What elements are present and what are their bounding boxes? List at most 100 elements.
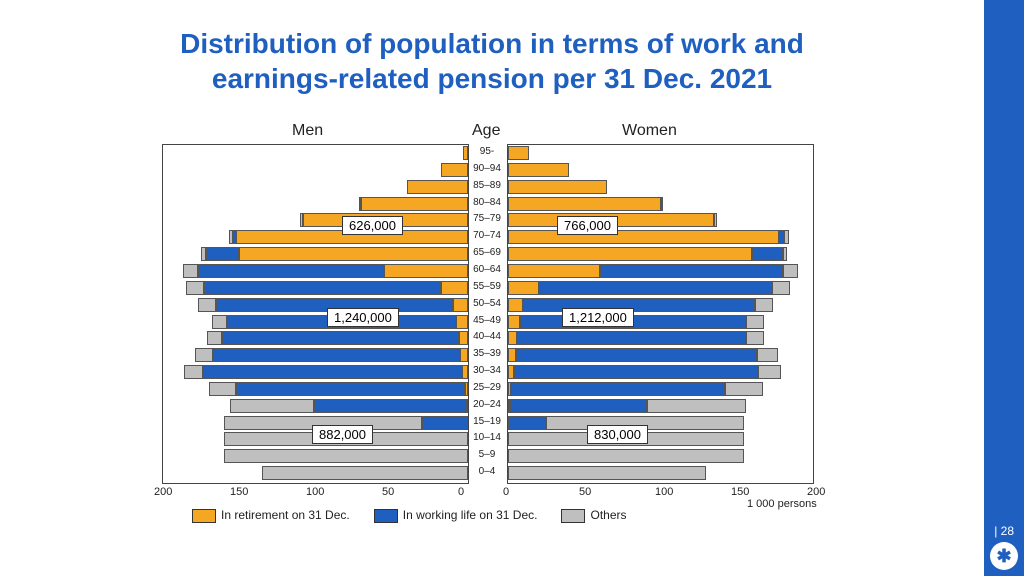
bar-row <box>186 281 468 295</box>
bar-row <box>508 315 764 329</box>
age-label-row: 95- <box>467 147 507 157</box>
xtick: 100 <box>655 486 673 498</box>
bar-row <box>508 466 706 480</box>
bar-row <box>508 163 569 177</box>
segment-w <box>198 264 384 278</box>
age-label-row: 60–64 <box>467 265 507 275</box>
xtick: 0 <box>458 486 464 498</box>
segment-r <box>508 163 569 177</box>
segment-w <box>213 348 460 362</box>
segment-r <box>384 264 468 278</box>
age-label-row: 40–44 <box>467 332 507 342</box>
xtick: 100 <box>306 486 324 498</box>
age-label: Age <box>472 122 500 140</box>
bar-row <box>508 348 778 362</box>
age-label-row: 20–24 <box>467 400 507 410</box>
xtick: 150 <box>230 486 248 498</box>
age-label-row: 25–29 <box>467 383 507 393</box>
segment-o <box>209 382 236 396</box>
bar-row <box>508 449 744 463</box>
women-plot <box>507 144 814 484</box>
age-label-row: 75–79 <box>467 214 507 224</box>
bar-row <box>508 264 798 278</box>
segment-w <box>600 264 783 278</box>
segment-r <box>508 197 661 211</box>
bar-row <box>508 365 781 379</box>
bar-row <box>407 180 468 194</box>
segment-r <box>407 180 468 194</box>
segment-o <box>207 331 222 345</box>
bar-row <box>230 399 468 413</box>
age-label-row: 10–14 <box>467 433 507 443</box>
bar-row <box>262 466 468 480</box>
xtick: 50 <box>579 486 591 498</box>
age-label-row: 35–39 <box>467 349 507 359</box>
segment-o <box>746 315 764 329</box>
bar-row <box>441 163 468 177</box>
segment-o <box>758 365 781 379</box>
segment-r <box>453 298 468 312</box>
segment-r <box>508 146 529 160</box>
page-number: | 28 <box>994 524 1014 538</box>
bar-row <box>224 449 468 463</box>
bar-row <box>508 382 763 396</box>
pyramid-chart: Men Age Women 95-90–9485–8980–8475–7970–… <box>162 122 842 532</box>
legend: In retirement on 31 Dec. In working life… <box>192 508 832 523</box>
segment-w <box>236 382 465 396</box>
bar-row <box>508 399 746 413</box>
segment-w <box>516 348 757 362</box>
bar-row <box>183 264 468 278</box>
segment-w <box>517 331 746 345</box>
xtick: 200 <box>154 486 172 498</box>
women-other-total: 830,000 <box>587 425 648 444</box>
segment-r <box>508 230 779 244</box>
segment-o <box>757 348 778 362</box>
age-label-row: 15–19 <box>467 417 507 427</box>
segment-r <box>508 331 517 345</box>
age-label-row: 50–54 <box>467 299 507 309</box>
age-label-row: 30–34 <box>467 366 507 376</box>
women-label: Women <box>622 122 677 140</box>
swatch-other-icon <box>561 509 585 523</box>
right-stripe: | 28 ✱ <box>984 0 1024 576</box>
age-label-row: 5–9 <box>467 450 507 460</box>
segment-o <box>230 399 314 413</box>
men-other-total: 882,000 <box>312 425 373 444</box>
segment-r <box>508 247 752 261</box>
bar-row <box>508 197 663 211</box>
xtick: 0 <box>503 486 509 498</box>
logo-icon: ✱ <box>990 542 1018 570</box>
bar-row <box>508 180 607 194</box>
segment-o <box>224 449 468 463</box>
slide: | 28 ✱ Distribution of population in ter… <box>0 0 1024 576</box>
bar-row <box>184 365 468 379</box>
segment-r <box>508 298 523 312</box>
segment-w <box>514 365 758 379</box>
age-label-row: 90–94 <box>467 164 507 174</box>
age-label-row: 45–49 <box>467 316 507 326</box>
segment-w <box>204 281 440 295</box>
bar-row <box>195 348 468 362</box>
age-column: 95-90–9485–8980–8475–7970–7465–6960–6455… <box>467 144 507 482</box>
segment-r <box>239 247 468 261</box>
segment-o <box>212 315 227 329</box>
segment-w <box>523 298 755 312</box>
segment-o <box>262 466 468 480</box>
bar-row <box>508 298 773 312</box>
segment-o <box>508 466 706 480</box>
segment-w <box>222 331 458 345</box>
bar-row <box>508 146 529 160</box>
segment-o <box>195 348 213 362</box>
men-label: Men <box>292 122 323 140</box>
swatch-work-icon <box>374 509 398 523</box>
segment-r <box>508 281 539 295</box>
age-label-row: 70–74 <box>467 231 507 241</box>
segment-r <box>508 348 516 362</box>
bar-row <box>209 382 468 396</box>
segment-w <box>203 365 462 379</box>
men-retire-total: 626,000 <box>342 216 403 235</box>
segment-o <box>186 281 204 295</box>
segment-o <box>772 281 790 295</box>
women-work-total: 1,212,000 <box>562 308 634 327</box>
segment-o <box>746 331 764 345</box>
